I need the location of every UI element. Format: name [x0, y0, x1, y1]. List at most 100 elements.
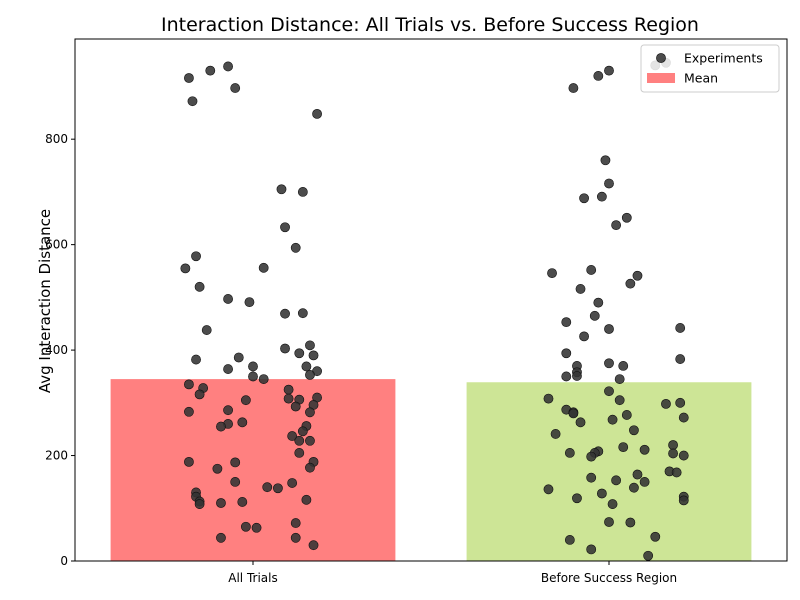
experiment-point-1-22	[561, 348, 572, 359]
experiment-point-1-65	[678, 495, 689, 506]
experiment-point-0-5	[312, 108, 322, 119]
experiment-point-0-74	[290, 532, 301, 543]
experiment-point-0-3	[230, 83, 241, 93]
experiment-point-0-69	[194, 499, 205, 509]
legend-marker-1	[647, 73, 675, 83]
experiment-point-0-31	[258, 374, 269, 384]
experiment-point-1-43	[629, 425, 639, 436]
experiment-point-1-13	[632, 270, 643, 281]
experiment-point-0-42	[223, 405, 233, 416]
experiment-point-1-16	[593, 297, 604, 308]
points-layer	[180, 57, 689, 561]
experiment-point-0-68	[216, 498, 226, 508]
experiment-point-1-31	[604, 386, 614, 397]
experiment-point-0-57	[305, 462, 315, 473]
experiment-point-0-17	[297, 308, 308, 319]
experiment-point-1-39	[621, 410, 632, 420]
experiment-point-1-54	[632, 469, 643, 480]
experiment-point-0-24	[191, 354, 201, 365]
experiment-point-1-60	[629, 482, 639, 493]
experiment-point-0-67	[237, 497, 248, 507]
experiment-point-1-14	[625, 278, 636, 289]
experiment-point-1-66	[607, 499, 618, 509]
experiment-point-1-42	[575, 417, 586, 428]
experiment-point-1-57	[586, 472, 597, 483]
experiment-point-1-35	[661, 398, 671, 409]
experiment-point-0-35	[194, 389, 205, 400]
legend: Experiments Mean	[640, 44, 780, 93]
axes-layer: 0 200 400 600 800 All Trials Before Success Re…	[45, 38, 788, 585]
experiment-point-1-28	[561, 371, 572, 382]
x-tick-label-1: Before Success Region	[541, 571, 677, 585]
bars-layer	[110, 379, 752, 561]
experiment-point-1-71	[586, 544, 597, 555]
experiment-point-0-8	[280, 222, 290, 233]
experiment-point-0-12	[180, 263, 191, 274]
experiment-point-0-2	[223, 61, 233, 72]
experiment-point-0-1	[205, 65, 216, 76]
experiment-point-1-33	[614, 395, 625, 406]
experiment-point-0-51	[305, 435, 315, 446]
experiment-point-1-8	[579, 193, 589, 204]
experiment-point-0-44	[305, 407, 315, 418]
experiment-point-0-62	[273, 483, 283, 494]
experiment-point-0-20	[280, 343, 290, 354]
experiment-point-1-17	[589, 310, 600, 321]
experiment-point-1-18	[561, 317, 572, 328]
experiment-point-1-6	[604, 178, 614, 189]
legend-label-0: Experiments	[684, 51, 763, 66]
experiment-point-0-43	[184, 406, 194, 417]
experiment-point-1-62	[596, 488, 607, 499]
experiment-point-0-45	[237, 417, 248, 428]
experiment-point-0-26	[248, 361, 258, 372]
experiment-point-1-32	[543, 393, 554, 404]
experiment-point-1-58	[611, 475, 622, 486]
experiment-point-0-19	[305, 340, 315, 351]
experiment-point-1-50	[564, 448, 575, 458]
experiment-point-0-21	[294, 348, 305, 359]
experiment-point-1-44	[550, 429, 561, 439]
experiment-point-1-24	[604, 358, 614, 369]
experiment-point-0-10	[191, 251, 201, 262]
mean-bar-1	[466, 382, 752, 561]
experiment-point-1-59	[639, 477, 650, 487]
experiment-point-1-45	[668, 440, 678, 450]
experiment-point-1-9	[621, 212, 632, 223]
experiment-point-0-65	[301, 494, 312, 505]
experiment-point-0-30	[248, 371, 258, 382]
experiment-point-1-5	[600, 155, 611, 166]
experiment-point-1-4	[568, 83, 579, 93]
experiment-point-1-53	[586, 451, 597, 462]
experiment-point-1-52	[678, 450, 689, 461]
legend-marker-0	[656, 53, 666, 63]
experiment-point-0-0	[184, 73, 194, 83]
experiment-point-1-20	[604, 324, 614, 334]
experiment-point-0-7	[297, 187, 308, 197]
experiment-point-0-75	[308, 540, 319, 551]
experiment-point-1-25	[618, 361, 629, 371]
experiment-point-1-7	[596, 191, 607, 202]
y-tick-label-3: 600	[45, 238, 68, 252]
experiment-point-0-14	[223, 294, 233, 304]
experiment-point-1-70	[564, 535, 575, 545]
experiment-point-0-27	[223, 364, 233, 374]
experiment-point-0-15	[244, 297, 255, 308]
experiment-point-0-23	[233, 352, 244, 363]
experiment-point-0-39	[240, 395, 251, 406]
chart-title: Interaction Distance: All Trials vs. Bef…	[161, 14, 699, 36]
experiment-point-0-11	[258, 262, 269, 273]
plot-frame	[74, 38, 788, 562]
experiment-point-1-10	[611, 220, 622, 231]
experiment-point-0-61	[262, 482, 273, 493]
experiment-point-1-69	[650, 531, 661, 542]
experiment-point-1-2	[604, 65, 614, 76]
experiment-point-1-41	[607, 414, 618, 425]
experiment-point-0-54	[184, 456, 194, 467]
experiment-point-1-21	[579, 331, 589, 342]
experiment-point-1-64	[572, 493, 582, 504]
experiment-point-0-60	[287, 478, 298, 488]
experiment-point-0-6	[276, 184, 287, 195]
experiment-point-0-16	[280, 308, 290, 319]
legend-label-1: Mean	[684, 71, 718, 86]
